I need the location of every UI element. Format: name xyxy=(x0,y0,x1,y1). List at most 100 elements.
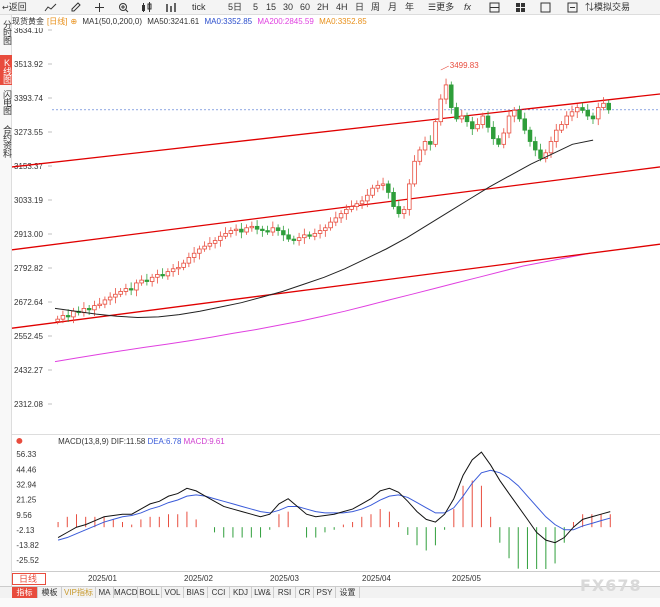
dea-line xyxy=(57,469,611,541)
back-button[interactable]: ↩返回 xyxy=(2,1,27,14)
tab-rsi[interactable]: RSI xyxy=(274,587,296,599)
candle-down xyxy=(128,288,134,291)
more-label: 更多 xyxy=(436,2,455,12)
candle-up xyxy=(596,107,601,120)
candle-up xyxy=(323,227,328,232)
candle-down xyxy=(590,115,596,120)
candle-up xyxy=(197,248,202,254)
candle-up xyxy=(207,242,213,247)
tab-boll[interactable]: BOLL xyxy=(138,587,162,599)
macd-y-tick-label: 9.56 xyxy=(16,511,32,520)
tab-kline[interactable]: K线图 xyxy=(0,55,12,85)
macd-collapse-icon[interactable] xyxy=(16,437,23,444)
candle-up xyxy=(333,217,339,223)
candle-up xyxy=(349,206,354,210)
period-selector-tab[interactable]: 日线 xyxy=(12,573,46,585)
tab-lwr[interactable]: LW& xyxy=(252,587,274,599)
period-5day[interactable]: 5日 xyxy=(228,2,243,12)
tab-vip-indicator[interactable]: VIP指标 xyxy=(62,587,96,599)
tab-flash[interactable]: 闪电图 xyxy=(2,90,12,114)
period-60min[interactable]: 60 xyxy=(300,2,311,12)
candle-up xyxy=(417,149,423,162)
macd-value-label: MACD:9.61 xyxy=(184,437,226,446)
plus-icon[interactable] xyxy=(94,1,105,14)
period-tab-label: 日线 xyxy=(19,574,38,584)
tick-button[interactable]: tick xyxy=(192,2,206,12)
period-5min[interactable]: 5 xyxy=(253,2,259,12)
period-2h[interactable]: 2H xyxy=(317,2,329,12)
date-tick: 2025/03 xyxy=(270,574,299,583)
candlestick-chart[interactable]: 3634.10 3513.92 3393.74 3273.55 3153.37 3033.… xyxy=(12,28,660,433)
candle-down xyxy=(449,84,454,108)
period-15min[interactable]: 15 xyxy=(266,2,277,12)
candle-up xyxy=(97,303,102,306)
y-tick-label: 3033.19 xyxy=(14,196,43,205)
settings-icon[interactable]: ⊕ xyxy=(70,17,78,26)
macd-title: MACD(13,8,9) DIF:11.58 DEA:6.78 MACD:9.6… xyxy=(58,437,225,446)
back-icon: ↩ xyxy=(2,3,9,12)
ma50-value: MA50:3241.61 xyxy=(147,17,200,26)
bars-icon[interactable] xyxy=(165,1,178,14)
bottom-strip xyxy=(0,598,660,607)
period-month[interactable]: 月 xyxy=(388,2,398,12)
zoom-in-icon[interactable] xyxy=(118,1,129,14)
tab-timeline[interactable]: 分时图 xyxy=(2,20,12,44)
formula-icon[interactable]: fx xyxy=(464,2,472,12)
tab-vol[interactable]: VOL xyxy=(162,587,184,599)
side-tabs: 分时图 K线图 闪电图 合约资料 xyxy=(0,15,12,607)
period-30min[interactable]: 30 xyxy=(283,2,294,12)
y-tick-label: 2913.00 xyxy=(14,230,43,239)
tab-ma[interactable]: MA xyxy=(96,587,114,599)
pencil-icon[interactable] xyxy=(70,1,81,14)
period-label: [日线] xyxy=(47,17,68,26)
candle-up xyxy=(359,200,365,205)
indicator-tab-bar: 指标 模板 VIP指标 MA MACD BOLL VOL BIAS CCI KD… xyxy=(0,586,660,599)
period-week[interactable]: 周 xyxy=(371,2,381,12)
candle-down xyxy=(396,206,402,215)
tab-kdj[interactable]: KDJ xyxy=(230,587,252,599)
candle-up xyxy=(564,115,569,125)
tab-settings[interactable]: 设置 xyxy=(336,587,360,599)
tab-indicator[interactable]: 指标 xyxy=(12,587,38,599)
tab-cr[interactable]: CR xyxy=(296,587,314,599)
macd-y-tick-label: 56.33 xyxy=(16,450,36,459)
period-year[interactable]: 年 xyxy=(405,2,415,12)
macd-y-tick-label: 21.25 xyxy=(16,496,36,505)
tab-contract-info[interactable]: 合约资料 xyxy=(2,125,12,157)
timeline-chart-icon[interactable] xyxy=(44,1,57,14)
candle-down xyxy=(239,228,244,233)
candle-down xyxy=(580,107,585,111)
period-4h[interactable]: 4H xyxy=(336,2,348,12)
candle-up xyxy=(354,203,360,207)
y-tick-label: 3153.37 xyxy=(14,162,43,171)
candle-up xyxy=(438,98,444,123)
y-tick-label: 3393.74 xyxy=(14,94,43,103)
candle-up xyxy=(55,318,60,322)
minus-square-icon[interactable] xyxy=(567,1,578,14)
candle-down xyxy=(428,141,433,145)
tab-bias[interactable]: BIAS xyxy=(184,587,208,599)
tab-macd[interactable]: MACD xyxy=(114,587,138,599)
sim-trade-icon: ⇅ xyxy=(585,2,595,12)
tab-cci[interactable]: CCI xyxy=(208,587,230,599)
macd-chart[interactable]: MACD(13,8,9) DIF:11.58 DEA:6.78 MACD:9.6… xyxy=(12,434,660,569)
sim-trade-button[interactable]: ⇅模拟交易 xyxy=(585,1,630,14)
macd-y-tick-label: -13.82 xyxy=(16,541,39,550)
candle-up xyxy=(401,208,407,215)
candle-up xyxy=(422,141,428,151)
date-tick: 2025/04 xyxy=(362,574,391,583)
candle-up xyxy=(338,213,344,219)
channel-line xyxy=(12,166,660,251)
square-icon[interactable] xyxy=(540,1,551,14)
grid-icon[interactable] xyxy=(515,1,526,14)
tab-psy[interactable]: PSY xyxy=(314,587,336,599)
indicator-info-bar: 现货黄金 [日线] ⊕ MA1(50,0,200,0) MA50:3241.61 M… xyxy=(12,16,660,28)
date-axis: 2025/01 2025/02 2025/03 2025/04 2025/05 xyxy=(12,571,660,585)
more-button[interactable]: ☰更多 xyxy=(428,1,454,14)
layout-icon[interactable] xyxy=(489,1,500,14)
tab-template[interactable]: 模板 xyxy=(38,587,62,599)
candle-icon[interactable] xyxy=(140,1,153,14)
candle-up xyxy=(186,257,192,264)
candle-up xyxy=(170,268,176,273)
period-day[interactable]: 日 xyxy=(355,2,365,12)
